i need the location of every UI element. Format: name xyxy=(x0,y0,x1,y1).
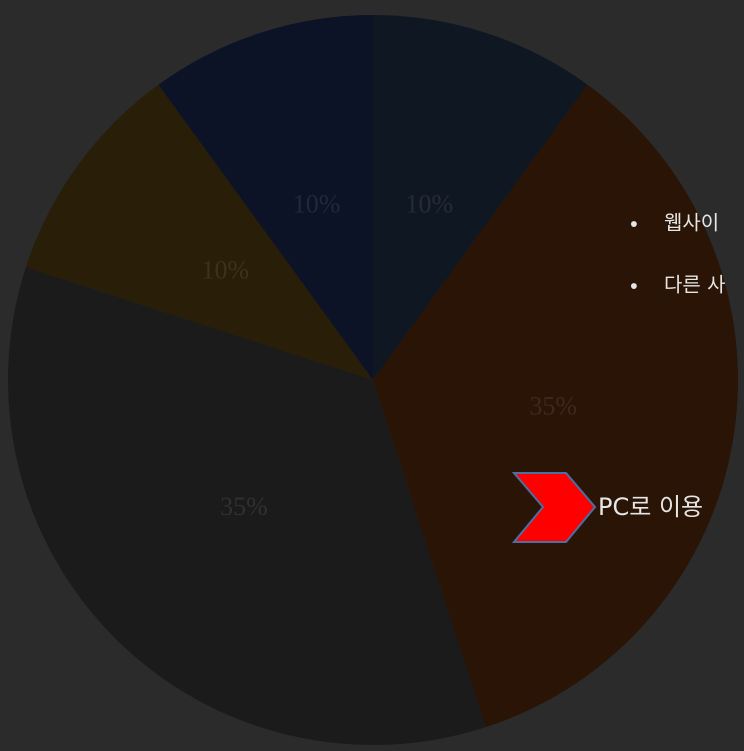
pie-slice xyxy=(25,84,373,380)
slice-label: 10% xyxy=(202,256,250,285)
pie-slice xyxy=(7,267,486,745)
callout-text: PC로 이용 xyxy=(598,493,703,521)
slice-label: 35% xyxy=(529,392,577,421)
pie-slice xyxy=(373,15,588,380)
bullet-text: 웹사이 xyxy=(664,211,719,235)
slice-label: 35% xyxy=(220,492,268,521)
bullet-dot: • xyxy=(628,213,640,237)
pie-labels: 10% 35% 35% 10% 10% xyxy=(202,189,578,521)
slice-label: 10% xyxy=(293,189,341,218)
bullet-text: 다른 사 xyxy=(664,273,726,297)
chevron-arrow xyxy=(511,472,597,543)
pie-slice xyxy=(373,84,739,728)
bullet-dot: • xyxy=(628,275,640,299)
pie-slice xyxy=(158,15,373,380)
pie-chart xyxy=(7,15,739,745)
slice-label: 10% xyxy=(406,189,454,218)
